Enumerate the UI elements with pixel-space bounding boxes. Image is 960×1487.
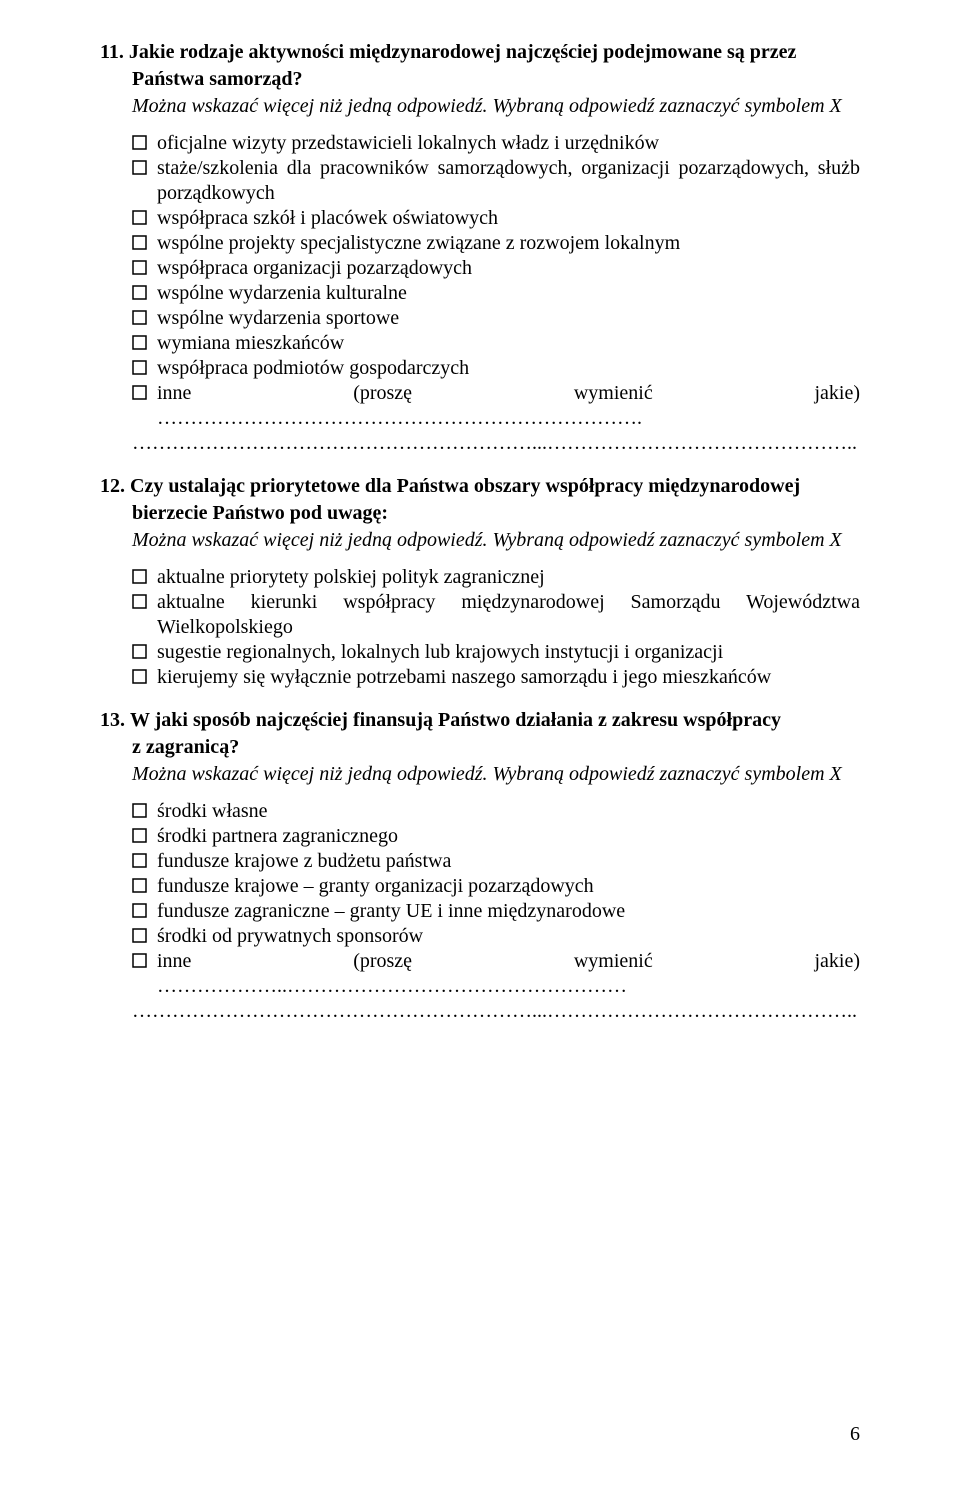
checkbox-icon[interactable]	[132, 569, 147, 584]
q12-heading: 12. Czy ustalając priorytetowe dla Państ…	[100, 474, 860, 499]
q12-opt: kierujemy się wyłącznie potrzebami nasze…	[132, 665, 860, 690]
q11-title-l2: Państwa samorząd?	[132, 68, 303, 90]
q11-opt-text: wymiana mieszkańców	[157, 331, 860, 356]
checkbox-icon[interactable]	[132, 260, 147, 275]
q11-opt-text: wspólne wydarzenia kulturalne	[157, 281, 860, 306]
q11-title-l1: Jakie rodzaje aktywności międzynarodowej…	[129, 41, 796, 63]
q11-opt-text: oficjalne wizyty przedstawicieli lokalny…	[157, 131, 860, 156]
q11-opt: wspólne projekty specjalistyczne związan…	[132, 231, 860, 256]
checkbox-icon[interactable]	[132, 135, 147, 150]
q11-opt: współpraca podmiotów gospodarczych	[132, 356, 860, 381]
checkbox-icon[interactable]	[132, 803, 147, 818]
q13-opt: środki własne	[132, 799, 860, 824]
q12-opt-text: kierujemy się wyłącznie potrzebami nasze…	[157, 665, 860, 690]
q11-opt-text: staże/szkolenia dla pracowników samorząd…	[157, 156, 860, 206]
q11-opt-text: wspólne projekty specjalistyczne związan…	[157, 231, 860, 256]
q12-opt-text: sugestie regionalnych, lokalnych lub kra…	[157, 640, 860, 665]
checkbox-icon[interactable]	[132, 210, 147, 225]
q13-heading-l2: z zagranicą?	[100, 735, 860, 760]
checkbox-icon[interactable]	[132, 953, 147, 968]
checkbox-icon[interactable]	[132, 360, 147, 375]
q13-dots-line: ……………………………………………………...………………………………………..	[132, 999, 860, 1024]
q12-note: Można wskazać więcej niż jedną odpowiedź…	[100, 528, 860, 553]
q13-title-l1: W jaki sposób najczęściej finansują Pańs…	[130, 709, 781, 731]
q13-opt-text: środki partnera zagranicznego	[157, 824, 860, 849]
q11-heading-l2: Państwa samorząd?	[100, 67, 860, 92]
q11-opt-text: wspólne wydarzenia sportowe	[157, 306, 860, 331]
q13-opt: środki od prywatnych sponsorów	[132, 924, 860, 949]
q11-opt: wymiana mieszkańców	[132, 331, 860, 356]
checkbox-icon[interactable]	[132, 285, 147, 300]
q11-number: 11.	[100, 41, 124, 63]
q11-opt: staże/szkolenia dla pracowników samorząd…	[132, 156, 860, 206]
checkbox-icon[interactable]	[132, 928, 147, 943]
q13-opt-text: fundusze krajowe – granty organizacji po…	[157, 874, 860, 899]
q13-opt-text: fundusze zagraniczne – granty UE i inne …	[157, 899, 860, 924]
q12-opt: aktualne kierunki współpracy międzynarod…	[132, 590, 860, 640]
q12-opt-text: aktualne priorytety polskiej polityk zag…	[157, 565, 860, 590]
q11-opt: wspólne wydarzenia sportowe	[132, 306, 860, 331]
checkbox-icon[interactable]	[132, 594, 147, 609]
q13-note: Można wskazać więcej niż jedną odpowiedź…	[100, 762, 860, 787]
q11-heading: 11. Jakie rodzaje aktywności międzynarod…	[100, 40, 860, 65]
page: 11. Jakie rodzaje aktywności międzynarod…	[0, 0, 960, 1487]
q12-options: aktualne priorytety polskiej polityk zag…	[132, 565, 860, 690]
q12-title-l1: Czy ustalając priorytetowe dla Państwa o…	[130, 475, 800, 497]
q11-note: Można wskazać więcej niż jedną odpowiedź…	[100, 94, 860, 119]
q13-opt-text: fundusze krajowe z budżetu państwa	[157, 849, 860, 874]
checkbox-icon[interactable]	[132, 644, 147, 659]
checkbox-icon[interactable]	[132, 853, 147, 868]
q12-opt: sugestie regionalnych, lokalnych lub kra…	[132, 640, 860, 665]
q13-number: 13.	[100, 709, 125, 731]
q12-opt: aktualne priorytety polskiej polityk zag…	[132, 565, 860, 590]
q11-dots-line: ……………………………………………………...………………………………………..	[132, 431, 860, 456]
q11-opt-text: współpraca szkół i placówek oświatowych	[157, 206, 860, 231]
q12-number: 12.	[100, 475, 125, 497]
checkbox-icon[interactable]	[132, 310, 147, 325]
q11-options: oficjalne wizyty przedstawicieli lokalny…	[132, 131, 860, 431]
q11-opt-text: współpraca organizacji pozarządowych	[157, 256, 860, 281]
checkbox-icon[interactable]	[132, 878, 147, 893]
q13-opt-other: inne (proszę wymienić jakie) ………………..…………	[132, 949, 860, 999]
q13-opt: środki partnera zagranicznego	[132, 824, 860, 849]
q12-heading-l2: bierzecie Państwo pod uwagę:	[100, 501, 860, 526]
q12-opt-justified-l2: Wielkopolskiego	[157, 616, 293, 638]
checkbox-icon[interactable]	[132, 160, 147, 175]
q11-opt-text: współpraca podmiotów gospodarczych	[157, 356, 860, 381]
q11-other-label: inne (proszę wymienić jakie) ………………………………	[157, 381, 860, 431]
q11-opt-other: inne (proszę wymienić jakie) ………………………………	[132, 381, 860, 431]
q13-opt-text: środki od prywatnych sponsorów	[157, 924, 860, 949]
checkbox-icon[interactable]	[132, 669, 147, 684]
q12-title-l2: bierzecie Państwo pod uwagę:	[132, 502, 388, 524]
checkbox-icon[interactable]	[132, 903, 147, 918]
checkbox-icon[interactable]	[132, 235, 147, 250]
q11-opt: wspólne wydarzenia kulturalne	[132, 281, 860, 306]
q12-opt-justified-l1: aktualne kierunki współpracy międzynarod…	[157, 590, 860, 615]
q11-opt: współpraca organizacji pozarządowych	[132, 256, 860, 281]
q13-opt: fundusze krajowe – granty organizacji po…	[132, 874, 860, 899]
q13-other-label: inne (proszę wymienić jakie) ………………..…………	[157, 949, 860, 999]
q13-opt-text: środki własne	[157, 799, 860, 824]
checkbox-icon[interactable]	[132, 828, 147, 843]
q13-options: środki własne środki partnera zagraniczn…	[132, 799, 860, 999]
q11-opt: współpraca szkół i placówek oświatowych	[132, 206, 860, 231]
checkbox-icon[interactable]	[132, 335, 147, 350]
checkbox-icon[interactable]	[132, 385, 147, 400]
page-number: 6	[850, 1422, 860, 1447]
q13-opt: fundusze zagraniczne – granty UE i inne …	[132, 899, 860, 924]
q13-heading: 13. W jaki sposób najczęściej finansują …	[100, 708, 860, 733]
q13-opt: fundusze krajowe z budżetu państwa	[132, 849, 860, 874]
q12-opt-text-justified: aktualne kierunki współpracy międzynarod…	[157, 590, 860, 640]
q13-title-l2: z zagranicą?	[132, 736, 239, 758]
q11-opt: oficjalne wizyty przedstawicieli lokalny…	[132, 131, 860, 156]
